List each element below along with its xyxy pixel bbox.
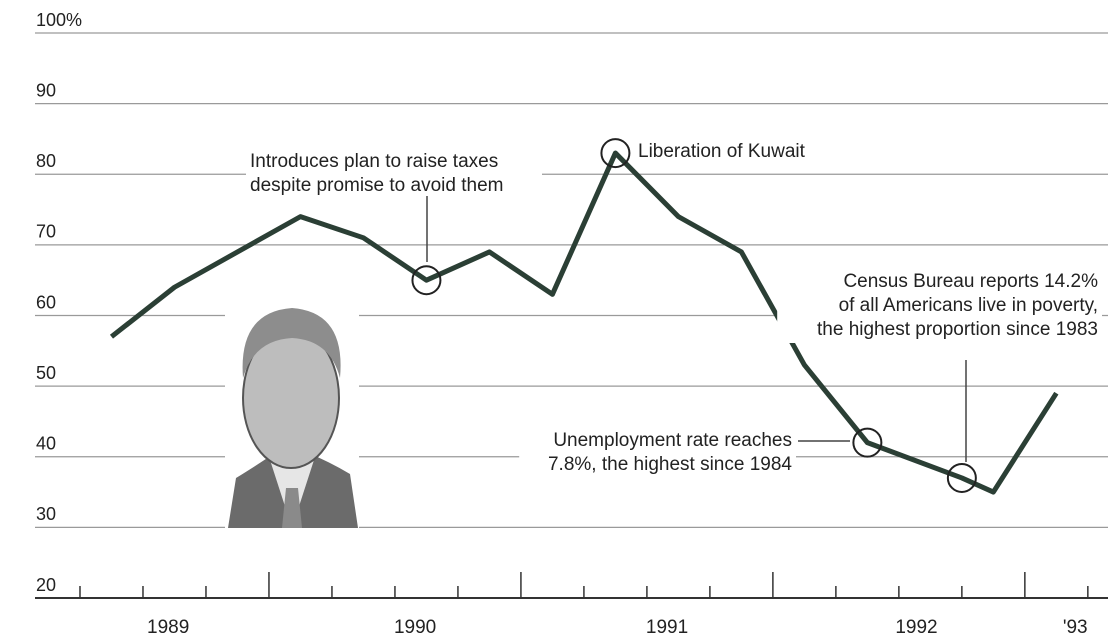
y-tick-label: 20 (36, 575, 56, 595)
y-tick-label: 60 (36, 292, 56, 312)
x-tick-label: 1990 (394, 617, 436, 638)
y-tick-label: 90 (36, 80, 56, 100)
y-tick-label: 80 (36, 151, 56, 171)
annotation-text: the highest proportion since 1983 (817, 319, 1098, 340)
annotation-text: Unemployment rate reaches (553, 430, 792, 451)
portrait (225, 303, 359, 528)
y-tick-label: 70 (36, 222, 56, 242)
x-tick-label: 1989 (147, 617, 189, 638)
annotation-text: Liberation of Kuwait (638, 141, 806, 162)
x-tick-label: 1992 (895, 617, 937, 638)
y-tick-label: 40 (36, 434, 56, 454)
x-tick-label: '93 (1063, 617, 1088, 638)
y-tick-label: 100% (36, 10, 82, 30)
y-tick-label: 50 (36, 363, 56, 383)
annotation-text: despite promise to avoid them (250, 175, 503, 196)
x-tick-label: 1991 (646, 617, 688, 638)
y-tick-label: 30 (36, 504, 56, 524)
annotation-text: Introduces plan to raise taxes (250, 151, 498, 172)
annotation-text: Census Bureau reports 14.2% (843, 271, 1098, 292)
chart: 100% 90 80 70 60 50 40 30 20 1989 1990 1991 1992 '93 I… (0, 0, 1108, 638)
annotation-text: of all Americans live in poverty, (839, 295, 1098, 316)
annotation-text: 7.8%, the highest since 1984 (548, 454, 792, 475)
